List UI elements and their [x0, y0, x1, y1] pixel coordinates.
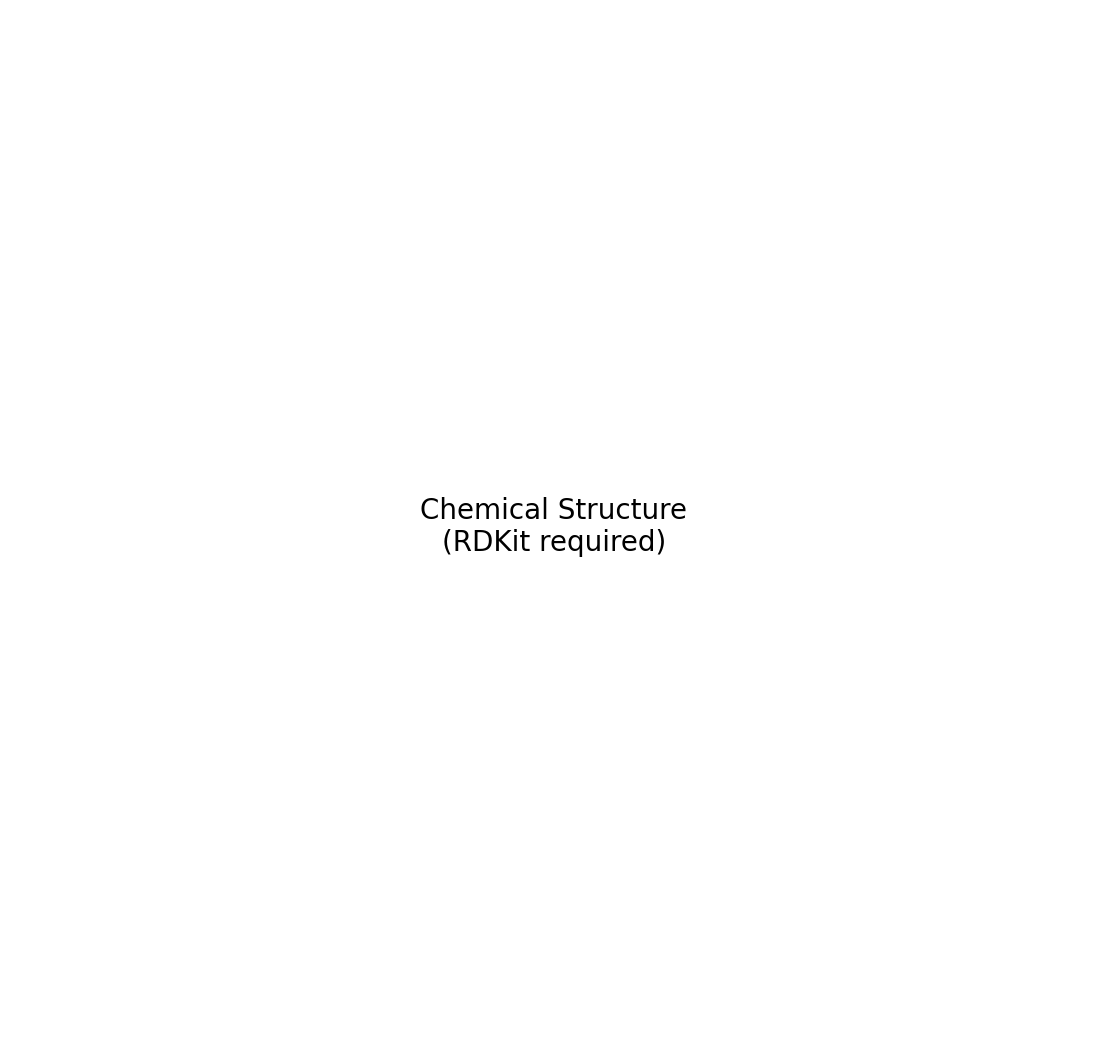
Text: Chemical Structure
(RDKit required): Chemical Structure (RDKit required) — [421, 496, 687, 558]
